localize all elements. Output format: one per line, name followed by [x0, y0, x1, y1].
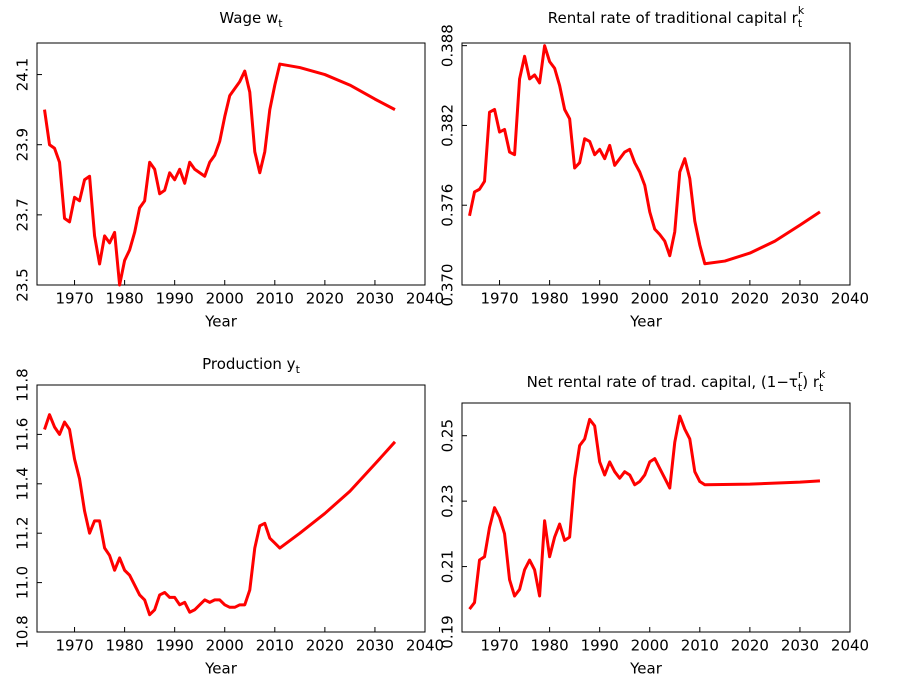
x-axis-label: Year: [629, 660, 663, 678]
plot-frame: [36, 384, 426, 633]
y-tick-label: 11.0: [14, 566, 32, 599]
y-tick-label: 11.4: [14, 467, 32, 500]
x-tick-label: 2010: [256, 637, 294, 655]
x-tick-label: 2030: [781, 290, 819, 308]
chart-title: Wage wt: [219, 9, 283, 31]
title-part: Net rental rate of trad. capital, (1−τ: [527, 373, 798, 391]
x-tick-label: 2000: [631, 290, 669, 308]
x-tick-label: 1990: [156, 637, 194, 655]
title-part: r: [798, 368, 803, 381]
y-tick-label: 24.1: [14, 58, 32, 91]
y-tick-label: 0.376: [439, 184, 457, 227]
x-tick-label: 1990: [581, 637, 619, 655]
y-tick-label: 0.21: [439, 550, 457, 583]
y-tick-label: 0.23: [439, 484, 457, 517]
x-tick-label: 2030: [356, 637, 394, 655]
title-part: k: [819, 368, 826, 381]
title-part: t: [819, 381, 824, 394]
title-part: k: [798, 4, 805, 17]
title-part: t: [278, 17, 283, 30]
x-tick-label: 2030: [356, 290, 394, 308]
x-tick-label: 2040: [406, 637, 444, 655]
x-tick-label: 1970: [480, 290, 518, 308]
chart-title: Production yt: [202, 355, 300, 377]
x-axis-label: Year: [204, 313, 238, 331]
plot-frame: [36, 42, 426, 286]
x-tick-label: 1980: [106, 290, 144, 308]
y-tick-label: 0.382: [439, 104, 457, 147]
data-line: [43, 413, 397, 617]
title-part: Wage w: [219, 9, 278, 27]
x-tick-label: 2020: [731, 637, 769, 655]
chart-title: Net rental rate of trad. capital, (1−τr t…: [527, 368, 826, 394]
x-tick-label: 1980: [531, 637, 569, 655]
y-tick-label: 0.25: [439, 419, 457, 452]
plot-frame: [461, 402, 851, 633]
x-tick-label: 2010: [681, 637, 719, 655]
plot-frame: [461, 42, 851, 286]
x-tick-label: 2040: [831, 290, 869, 308]
x-axis-label: Year: [629, 313, 663, 331]
x-axis-label: Year: [204, 660, 238, 678]
y-tick-label: 11.8: [14, 368, 32, 401]
data-line: [43, 62, 396, 287]
y-tick-label: 23.7: [14, 198, 32, 231]
y-tick-label: 23.5: [14, 268, 32, 301]
x-tick-label: 2000: [631, 637, 669, 655]
x-tick-label: 1990: [156, 290, 194, 308]
y-tick-label: 11.2: [14, 516, 32, 549]
y-tick-label: 0.19: [439, 615, 457, 648]
x-tick-label: 1970: [55, 290, 93, 308]
x-tick-label: 2030: [781, 637, 819, 655]
data-line: [468, 44, 821, 266]
x-tick-label: 1970: [55, 637, 93, 655]
title-part: Production y: [202, 355, 296, 373]
y-tick-label: 10.8: [14, 615, 32, 648]
y-tick-label: 23.9: [14, 128, 32, 161]
x-tick-label: 2040: [831, 637, 869, 655]
title-part: t: [798, 17, 803, 30]
x-tick-label: 1970: [480, 637, 518, 655]
title-part: t: [798, 381, 803, 394]
x-tick-label: 1980: [531, 290, 569, 308]
x-tick-label: 2010: [256, 290, 294, 308]
x-tick-label: 1990: [581, 290, 619, 308]
data-line: [468, 414, 821, 611]
x-tick-label: 2020: [306, 637, 344, 655]
title-part: t: [296, 363, 301, 376]
y-tick-label: 0.370: [439, 264, 457, 307]
x-tick-label: 2000: [206, 637, 244, 655]
x-tick-label: 2020: [306, 290, 344, 308]
title-part: Rental rate of traditional capital r: [548, 9, 799, 27]
y-tick-label: 0.388: [439, 24, 457, 67]
chart-title: Rental rate of traditional capital rk t: [548, 4, 805, 30]
title-part: ) r: [802, 373, 820, 391]
x-tick-label: 2020: [731, 290, 769, 308]
x-tick-label: 2000: [206, 290, 244, 308]
x-tick-label: 2040: [406, 290, 444, 308]
x-tick-label: 2010: [681, 290, 719, 308]
x-tick-label: 1980: [106, 637, 144, 655]
y-tick-label: 11.6: [14, 418, 32, 451]
